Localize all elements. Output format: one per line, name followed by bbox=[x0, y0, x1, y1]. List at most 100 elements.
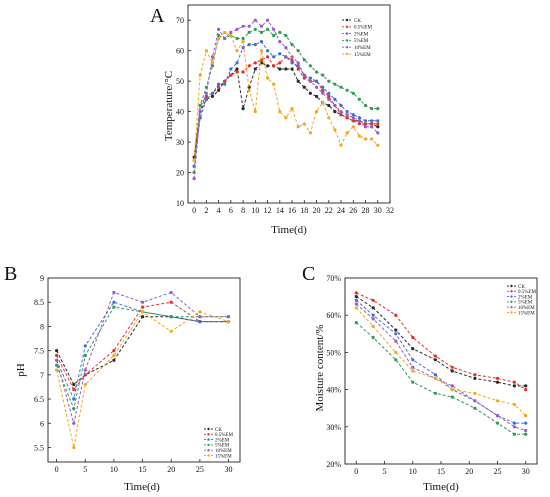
legend-marker bbox=[345, 46, 349, 49]
data-point bbox=[241, 40, 245, 44]
series-line-5 bbox=[193, 31, 379, 161]
data-point bbox=[345, 88, 349, 92]
y-tick-label: 50% bbox=[326, 348, 341, 357]
data-point bbox=[259, 40, 264, 44]
legend-label: 15%EM bbox=[518, 311, 535, 316]
data-point bbox=[314, 94, 319, 98]
data-point bbox=[290, 67, 294, 71]
data-point bbox=[495, 380, 500, 384]
data-point bbox=[278, 67, 282, 71]
data-point bbox=[259, 30, 264, 34]
data-point bbox=[198, 320, 202, 324]
data-point bbox=[411, 369, 415, 373]
data-point bbox=[473, 406, 477, 410]
data-point bbox=[278, 40, 282, 44]
data-point bbox=[272, 55, 276, 59]
series-line-0 bbox=[56, 316, 229, 386]
chart-panel-a: 0 2 4 6 8 10 12 14 16 18 20 22 24 26 28 30 3210203040506… bbox=[176, 4, 394, 215]
data-point bbox=[253, 18, 257, 22]
y-axis-title-b: pH bbox=[15, 363, 27, 377]
data-point bbox=[112, 349, 116, 353]
data-point bbox=[371, 324, 375, 328]
y-tick-label: 20% bbox=[326, 460, 341, 469]
data-point bbox=[433, 376, 437, 380]
data-point bbox=[290, 58, 294, 62]
data-point bbox=[524, 421, 528, 425]
legend-marker bbox=[510, 295, 513, 298]
data-point bbox=[376, 143, 380, 147]
legend-label: 15%EM bbox=[215, 454, 232, 459]
series-line-1 bbox=[193, 56, 378, 161]
x-tick-label: 8 bbox=[241, 206, 245, 215]
data-point bbox=[411, 365, 415, 369]
data-point bbox=[450, 388, 454, 392]
data-point bbox=[55, 363, 59, 367]
x-tick-label: 6 bbox=[229, 206, 233, 215]
data-point bbox=[512, 432, 517, 436]
legend-marker bbox=[345, 39, 349, 42]
x-tick-label: 24 bbox=[337, 206, 345, 215]
data-point bbox=[314, 110, 319, 114]
data-point bbox=[141, 310, 145, 314]
x-axis-title-c: Time(d) bbox=[423, 481, 459, 493]
data-point bbox=[217, 88, 221, 92]
series-line-2 bbox=[193, 40, 378, 167]
data-point bbox=[235, 70, 239, 74]
y-tick-label: 30% bbox=[326, 423, 341, 432]
data-point bbox=[284, 55, 288, 59]
data-point bbox=[371, 335, 375, 340]
data-point bbox=[308, 131, 312, 135]
data-point bbox=[229, 73, 233, 77]
data-point bbox=[247, 24, 251, 28]
data-point bbox=[370, 119, 374, 123]
data-point bbox=[223, 36, 227, 41]
data-point bbox=[339, 113, 343, 117]
data-point bbox=[253, 27, 257, 31]
data-point bbox=[308, 64, 312, 68]
data-point bbox=[370, 107, 374, 111]
panel-letter-c: C bbox=[302, 263, 315, 285]
y-tick-label: 60 bbox=[176, 47, 184, 56]
data-point bbox=[394, 358, 398, 362]
legend-marker bbox=[207, 433, 210, 436]
data-point bbox=[83, 382, 87, 387]
data-point bbox=[247, 43, 251, 47]
data-point bbox=[272, 33, 276, 38]
data-point bbox=[253, 67, 257, 71]
data-point bbox=[112, 290, 116, 295]
data-point bbox=[266, 27, 270, 31]
series-line-5 bbox=[56, 311, 229, 448]
data-point bbox=[83, 353, 87, 358]
data-point bbox=[223, 82, 227, 86]
x-tick-label: 30 bbox=[374, 206, 382, 215]
x-tick-label: 26 bbox=[349, 206, 357, 215]
data-point bbox=[345, 113, 349, 117]
legend-label: 5%EM bbox=[354, 39, 369, 44]
data-point bbox=[55, 358, 59, 362]
data-point bbox=[284, 116, 288, 120]
data-point bbox=[302, 73, 306, 77]
data-point bbox=[333, 128, 337, 132]
plot-frame bbox=[344, 277, 538, 465]
data-point bbox=[411, 335, 415, 340]
data-point bbox=[363, 125, 368, 129]
data-point bbox=[371, 298, 375, 302]
data-point bbox=[302, 76, 306, 80]
data-point bbox=[284, 46, 288, 50]
data-point bbox=[363, 122, 368, 126]
data-point bbox=[327, 91, 331, 95]
data-point bbox=[363, 119, 368, 123]
data-point bbox=[217, 82, 221, 86]
data-point bbox=[376, 131, 380, 135]
data-point bbox=[354, 306, 358, 310]
data-point bbox=[351, 113, 355, 117]
data-point bbox=[411, 358, 415, 362]
data-point bbox=[169, 300, 173, 304]
data-point bbox=[354, 321, 358, 325]
data-point bbox=[351, 91, 355, 95]
data-point bbox=[450, 365, 454, 369]
data-point bbox=[241, 46, 245, 50]
data-point bbox=[284, 33, 288, 38]
panel-letter-a: A bbox=[150, 5, 165, 27]
data-point bbox=[204, 97, 208, 101]
